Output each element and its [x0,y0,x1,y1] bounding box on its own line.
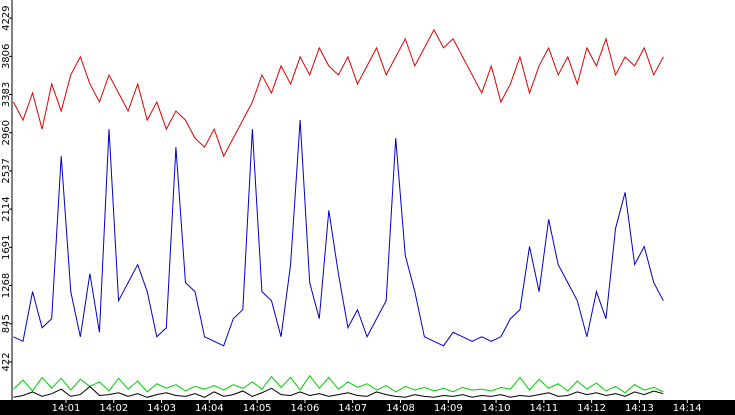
x-tick-label: 14:06 [291,403,320,414]
y-tick-label: 845 [1,314,12,333]
x-tick-label: 14:01 [52,403,81,414]
x-tick-label: 14:12 [577,403,606,414]
x-tick-label: 14:09 [434,403,463,414]
y-tick-label: 422 [1,352,12,371]
series-line [12,28,664,158]
y-tick-label: 1268 [1,273,12,298]
x-tick-label: 14:14 [673,403,702,414]
x-tick-label: 14:02 [99,403,128,414]
y-tick-label: 2537 [1,158,12,183]
y-tick-label: 3383 [1,82,12,107]
x-tick-label: 14:10 [482,403,511,414]
y-tick-label: 2960 [1,120,12,145]
x-tick-label: 14:05 [243,403,272,414]
series-line [13,374,664,394]
series-line [13,385,664,398]
x-tick-label: 14:03 [147,403,176,414]
y-tick-label: 1691 [1,235,12,260]
y-tick-label: 2114 [1,196,12,221]
y-tick-label: 3806 [1,44,12,69]
x-tick-label: 14:11 [529,403,558,414]
x-tick-label: 14:04 [195,403,224,414]
x-tick-label: 14:07 [338,403,367,414]
x-axis-strip [0,400,735,415]
y-tick-label: 4229 [1,5,12,30]
series-line [13,120,664,347]
x-tick-label: 14:13 [625,403,654,414]
x-tick-label: 14:08 [386,403,415,414]
